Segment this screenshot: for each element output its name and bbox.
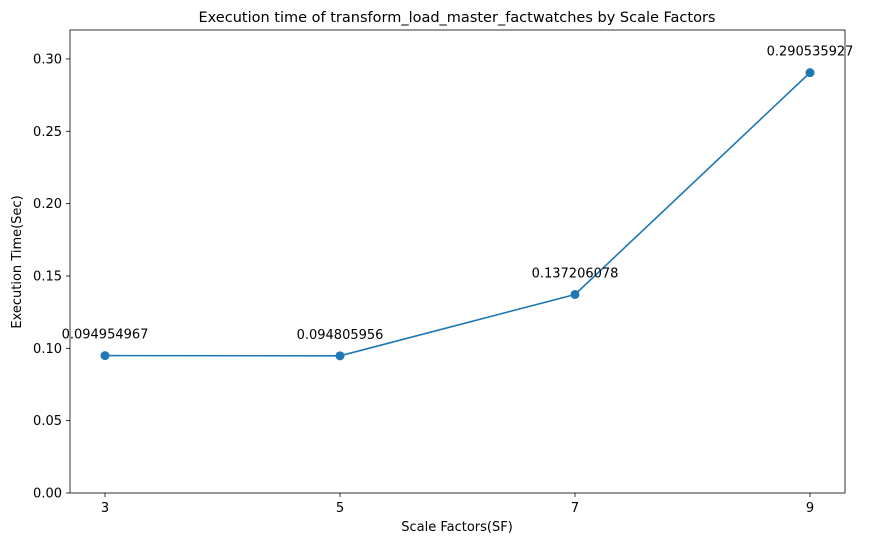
y-axis: 0.00 0.05 0.10 0.15 0.20 0.25 0.30 (33, 52, 70, 502)
chart-title: Execution time of transform_load_master_… (199, 10, 716, 26)
data-label: 0.290535927 (767, 45, 854, 60)
x-tick-label: 3 (101, 501, 109, 516)
y-tick-label: 0.10 (33, 342, 62, 357)
plot-area-frame (69, 29, 846, 494)
x-axis-label: Scale Factors(SF) (401, 520, 513, 535)
series-line (104, 72, 811, 357)
x-tick-label: 5 (336, 501, 344, 516)
y-tick-label: 0.05 (33, 414, 62, 429)
y-axis-label: Execution Time(Sec) (10, 195, 25, 328)
data-point (100, 351, 110, 361)
data-label: 0.094805956 (297, 328, 384, 343)
x-tick-label: 7 (571, 501, 579, 516)
y-tick-label: 0.25 (33, 125, 62, 140)
data-label: 0.094954967 (62, 328, 149, 343)
y-tick-label: 0.30 (33, 52, 62, 67)
x-tick-label: 9 (806, 501, 814, 516)
data-labels: 0.094954967 0.094805956 0.137206078 0.29053… (62, 45, 854, 343)
y-tick-label: 0.20 (33, 197, 62, 212)
y-tick-label: 0.00 (33, 487, 62, 502)
y-tick-label: 0.15 (33, 269, 62, 284)
data-point (805, 68, 815, 78)
series-plot (100, 68, 815, 361)
data-point (570, 289, 580, 299)
x-axis: 3 5 7 9 (101, 493, 814, 516)
data-point (335, 351, 345, 361)
data-label: 0.137206078 (532, 266, 619, 281)
